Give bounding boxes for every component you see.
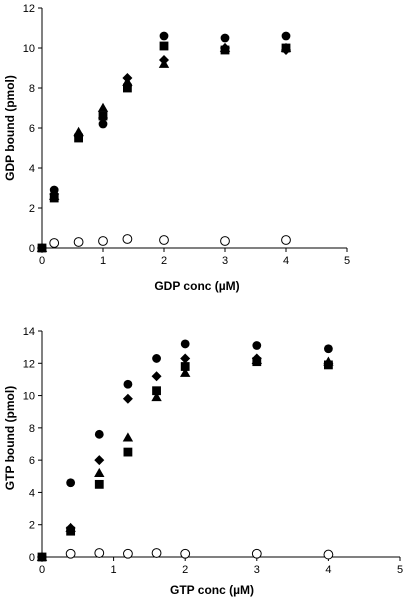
gdp-point-filled-circle	[98, 119, 108, 129]
gtp-point-filled-square	[324, 360, 333, 370]
gdp-y-tick-label: 10	[23, 43, 35, 55]
gtp-y-tick-label: 6	[29, 455, 35, 467]
gtp-point-filled-circle	[94, 429, 104, 439]
gdp-point-filled-circle	[159, 31, 169, 41]
gdp-y-tick-label: 0	[29, 243, 35, 255]
gtp-point-filled-square	[123, 447, 133, 457]
gtp-point-filled-square	[66, 526, 76, 536]
gdp-point-filled-circle	[281, 31, 291, 41]
gdp-point-filled-square	[74, 133, 83, 143]
gtp-point-open-circle	[65, 548, 76, 559]
gtp-point-open-circle	[323, 549, 334, 560]
gtp-point-filled-circle	[324, 344, 333, 354]
gdp-x-tick-label: 1	[100, 255, 106, 267]
gdp-x-tick-label: 0	[39, 255, 45, 267]
gdp-y-tick-label: 4	[29, 163, 35, 175]
gdp-point-filled-square	[220, 45, 230, 55]
gdp-point-filled-circle	[220, 33, 230, 43]
gdp-point-open-circle	[122, 234, 133, 244]
gtp-x-tick-label: 5	[397, 564, 403, 576]
gtp-point-filled-square	[152, 386, 161, 396]
gtp-y-tick-label: 12	[23, 358, 35, 370]
gtp-point-open-circle	[123, 548, 133, 559]
gtp-point-filled-diamond	[94, 455, 105, 466]
gdp-point-filled-square	[49, 193, 59, 203]
gtp-point-filled-square	[94, 479, 104, 489]
gtp-point-filled-circle	[123, 379, 133, 389]
gdp-point-open-circle	[73, 237, 84, 247]
gtp-x-tick-label: 4	[325, 564, 331, 576]
gdp-point-filled-triangle	[158, 58, 170, 68]
gtp-point-filled-circle	[252, 341, 262, 350]
gdp-x-tick-label: 5	[344, 255, 350, 267]
gtp-x-tick-label: 1	[111, 564, 117, 576]
gdp-y-tick-label: 2	[29, 203, 35, 215]
gdp-point-filled-square	[123, 83, 132, 93]
gtp-point-filled-triangle	[94, 467, 105, 477]
gdp-x-tick-label: 2	[161, 255, 167, 267]
gtp-y-tick-label: 2	[29, 520, 35, 532]
gdp-point-filled-square	[37, 243, 47, 253]
gtp-point-filled-diamond	[151, 371, 162, 382]
gdp-y-tick-label: 8	[29, 83, 35, 95]
gdp-point-open-circle	[281, 235, 291, 245]
gdp-x-tick-label: 3	[222, 255, 228, 267]
gtp-x-tick-label: 3	[254, 564, 260, 576]
gtp-y-tick-label: 0	[29, 552, 35, 564]
gdp-x-tick-label: 4	[283, 255, 289, 267]
gtp-point-filled-triangle	[151, 391, 162, 402]
gdp-point-filled-triangle	[97, 102, 109, 112]
gdp-point-open-circle	[159, 235, 169, 245]
gtp-x-tick-label: 0	[39, 564, 45, 576]
gdp-x-axis-title: GDP conc (µM)	[154, 279, 239, 293]
gtp-y-tick-label: 14	[23, 326, 35, 338]
gtp-point-filled-triangle	[122, 432, 134, 442]
gdp-point-filled-square	[159, 41, 169, 51]
gdp-point-open-circle	[49, 238, 60, 248]
gtp-point-filled-square	[252, 357, 262, 367]
gtp-point-open-circle	[94, 548, 105, 558]
gtp-x-axis-title: GTP conc (µM)	[170, 583, 254, 597]
gtp-y-tick-label: 10	[23, 391, 35, 403]
gdp-y-axis-title: GDP bound (pmol)	[3, 75, 17, 181]
gdp-point-open-circle	[220, 236, 230, 246]
gtp-point-filled-square	[37, 552, 47, 562]
gtp-y-axis-title: GTP bound (pmol)	[3, 386, 17, 490]
gtp-x-tick-label: 2	[182, 564, 188, 576]
gtp-point-filled-diamond	[180, 353, 191, 364]
gdp-y-tick-label: 6	[29, 123, 35, 135]
gdp-y-tick-label: 12	[23, 3, 35, 15]
gtp-point-open-circle	[151, 548, 162, 558]
gdp-point-filled-square	[281, 43, 291, 53]
gdp-point-filled-square	[98, 111, 108, 121]
gtp-point-filled-circle	[152, 354, 161, 363]
gtp-point-filled-square	[180, 362, 190, 371]
gtp-point-filled-circle	[180, 339, 190, 349]
gtp-y-tick-label: 8	[29, 423, 35, 435]
gtp-y-tick-label: 4	[29, 487, 35, 499]
gdp-point-open-circle	[98, 236, 108, 246]
gtp-point-filled-diamond	[122, 393, 133, 404]
gtp-point-filled-circle	[66, 478, 76, 488]
gtp-point-open-circle	[180, 548, 191, 559]
gtp-point-filled-triangle	[180, 367, 191, 377]
gtp-point-open-circle	[251, 548, 262, 559]
